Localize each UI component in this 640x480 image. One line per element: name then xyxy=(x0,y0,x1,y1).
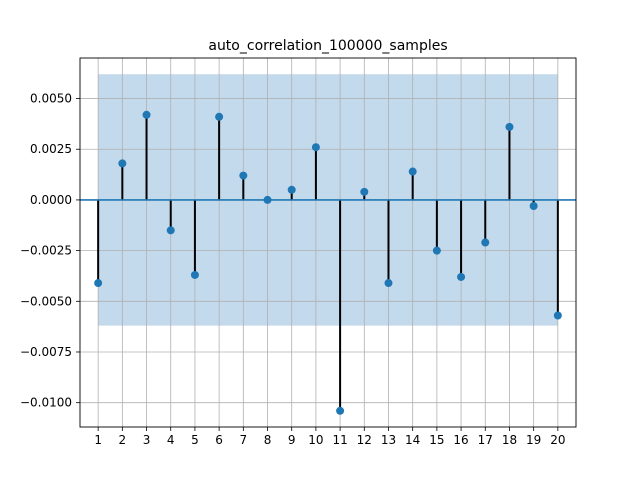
x-tick-label: 10 xyxy=(308,433,323,447)
data-point xyxy=(287,185,296,194)
data-point xyxy=(481,238,490,247)
x-tick-label: 9 xyxy=(288,433,296,447)
data-point xyxy=(360,187,369,196)
tick-layer: 1 2 3 4 5 6 7 8 9 10 11 12 13 14 15 16 17 18 19 200.00500.0… xyxy=(20,92,566,447)
marker-layer xyxy=(94,110,562,415)
y-tick-label: −0.0050 xyxy=(20,294,72,308)
y-tick-label: −0.0025 xyxy=(20,244,72,258)
x-tick-label: 5 xyxy=(191,433,199,447)
x-tick-label: 17 xyxy=(478,433,493,447)
data-point xyxy=(311,143,320,152)
x-tick-label: 1 xyxy=(94,433,102,447)
x-tick-label: 15 xyxy=(429,433,444,447)
data-point xyxy=(432,246,441,255)
x-tick-label: 18 xyxy=(502,433,517,447)
data-point xyxy=(263,195,272,204)
axis-layer xyxy=(79,57,577,428)
data-point xyxy=(505,122,514,131)
data-point xyxy=(190,270,199,279)
data-point xyxy=(215,112,224,121)
x-tick-label: 7 xyxy=(239,433,247,447)
data-point xyxy=(553,311,562,320)
axes-frame xyxy=(79,57,577,428)
x-tick-label: 11 xyxy=(332,433,347,447)
y-tick-label: 0.0025 xyxy=(30,142,72,156)
data-point xyxy=(408,167,417,176)
x-tick-label: 3 xyxy=(143,433,151,447)
x-tick-label: 13 xyxy=(381,433,396,447)
data-point xyxy=(166,226,175,235)
y-tick-label: 0.0000 xyxy=(30,193,72,207)
x-tick-label: 8 xyxy=(264,433,272,447)
y-tick-label: −0.0075 xyxy=(20,345,72,359)
x-tick-label: 6 xyxy=(215,433,223,447)
x-tick-label: 20 xyxy=(550,433,565,447)
data-point xyxy=(529,202,538,211)
data-point xyxy=(457,272,466,281)
data-point xyxy=(239,171,248,180)
x-tick-label: 14 xyxy=(405,433,420,447)
data-point xyxy=(94,279,103,288)
x-tick-label: 12 xyxy=(357,433,372,447)
x-tick-label: 2 xyxy=(119,433,127,447)
x-tick-label: 19 xyxy=(526,433,541,447)
chart-title: auto_correlation_100000_samples xyxy=(208,38,447,54)
y-tick-label: −0.0100 xyxy=(20,396,72,410)
data-point xyxy=(142,110,151,119)
data-point xyxy=(384,279,393,288)
data-point xyxy=(336,406,345,415)
y-tick-label: 0.0050 xyxy=(30,92,72,106)
data-point xyxy=(118,159,127,168)
x-tick-label: 4 xyxy=(167,433,175,447)
x-tick-label: 16 xyxy=(453,433,468,447)
